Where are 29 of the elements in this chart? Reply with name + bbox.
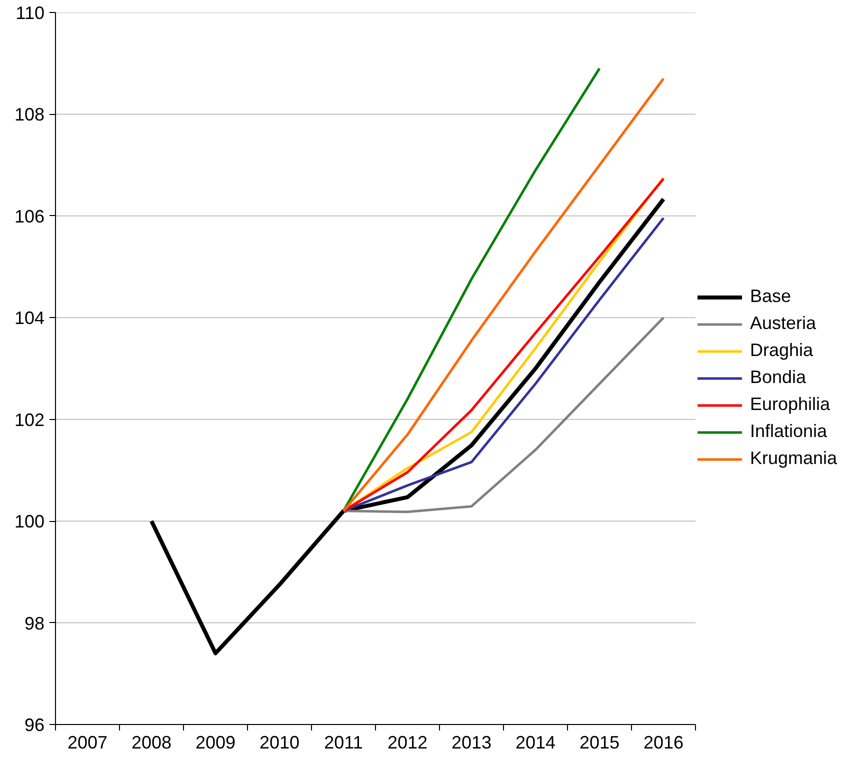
y-tick-label: 110 [16,3,45,23]
x-tick-label: 2016 [643,732,684,752]
legend-label: Base [750,286,792,307]
legend-label: Krugmania [750,448,838,469]
line-series [150,197,666,656]
y-tick-label: 96 [24,715,45,735]
x-tick-label: 2008 [131,732,172,752]
x-tick-label: 2009 [195,732,236,752]
legend-label: Europhilia [750,394,830,415]
x-tick-label: 2013 [451,732,492,752]
legend-label: Inflationia [750,421,828,442]
y-tick-label: 104 [14,308,45,328]
legend-label: Bondia [750,367,806,388]
y-tick-label: 102 [14,410,45,430]
y-tick-label: 106 [14,206,45,226]
x-tick-label: 2015 [579,732,620,752]
y-tick-label: 98 [24,613,45,634]
y-tick-label: 100 [14,512,45,532]
line-series [342,316,665,514]
x-tick-label: 2012 [387,732,428,752]
x-tick-label: 2007 [67,732,108,752]
x-tick-label: 2010 [259,732,300,752]
line-series [342,77,665,512]
x-tick-label: 2011 [324,732,363,752]
legend-label: Austeria [750,313,816,334]
legend-label: Draghia [750,340,814,361]
x-tick-label: 2014 [515,732,556,752]
line-series [342,67,601,512]
y-tick-label: 108 [14,104,45,125]
